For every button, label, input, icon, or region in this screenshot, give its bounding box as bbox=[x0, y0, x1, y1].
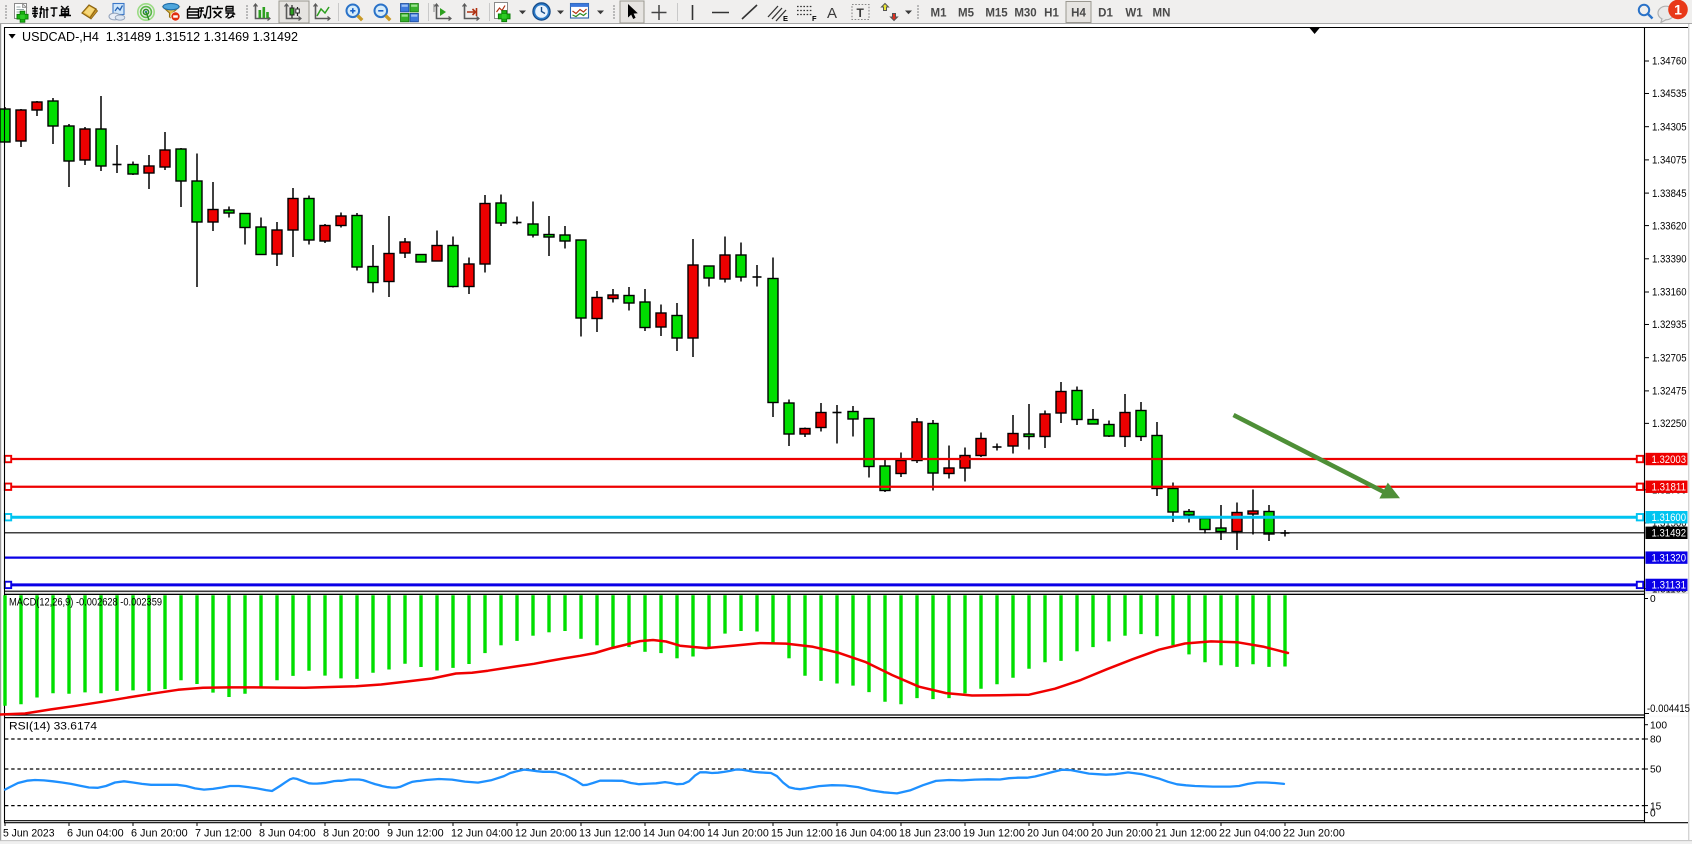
svg-text:7 Jun 12:00: 7 Jun 12:00 bbox=[195, 827, 252, 839]
svg-text:18 Jun 23:00: 18 Jun 23:00 bbox=[899, 827, 961, 839]
svg-text:50: 50 bbox=[1650, 765, 1662, 776]
svg-text:5 Jun 2023: 5 Jun 2023 bbox=[3, 827, 55, 839]
svg-text:0: 0 bbox=[1650, 594, 1656, 605]
svg-text:E: E bbox=[783, 14, 788, 23]
svg-text:USDCAD-,H4 1.31489 1.31512 1.: USDCAD-,H4 1.31489 1.31512 1.31469 1.314… bbox=[22, 30, 298, 44]
svg-text:16 Jun 04:00: 16 Jun 04:00 bbox=[835, 827, 897, 839]
svg-text:M30: M30 bbox=[1014, 8, 1036, 20]
svg-text:1.34535: 1.34535 bbox=[1652, 88, 1687, 100]
svg-text:80: 80 bbox=[1650, 735, 1662, 746]
svg-text:A: A bbox=[827, 5, 837, 22]
svg-text:-0.004415: -0.004415 bbox=[1647, 703, 1690, 715]
svg-text:1.34305: 1.34305 bbox=[1652, 121, 1687, 133]
svg-text:1.34760: 1.34760 bbox=[1652, 56, 1687, 68]
svg-text:1.33620: 1.33620 bbox=[1652, 220, 1687, 232]
svg-text:21 Jun 12:00: 21 Jun 12:00 bbox=[1155, 827, 1217, 839]
svg-text:8 Jun 20:00: 8 Jun 20:00 bbox=[323, 827, 380, 839]
svg-text:20 Jun 20:00: 20 Jun 20:00 bbox=[1091, 827, 1153, 839]
svg-text:RSI(14) 33.6174: RSI(14) 33.6174 bbox=[9, 721, 97, 733]
svg-text:1.31811: 1.31811 bbox=[1652, 482, 1687, 494]
svg-text:W1: W1 bbox=[1125, 8, 1143, 20]
svg-text:20 Jun 04:00: 20 Jun 04:00 bbox=[1027, 827, 1089, 839]
svg-text:D1: D1 bbox=[1098, 8, 1113, 20]
svg-text:1.31600: 1.31600 bbox=[1652, 512, 1687, 524]
svg-text:H1: H1 bbox=[1044, 8, 1059, 20]
svg-text:22 Jun 04:00: 22 Jun 04:00 bbox=[1219, 827, 1281, 839]
svg-text:12 Jun 20:00: 12 Jun 20:00 bbox=[515, 827, 577, 839]
svg-text:1.33845: 1.33845 bbox=[1652, 188, 1687, 200]
svg-text:1.31492: 1.31492 bbox=[1652, 528, 1687, 540]
svg-text:1.32250: 1.32250 bbox=[1652, 418, 1687, 430]
svg-text:8 Jun 04:00: 8 Jun 04:00 bbox=[259, 827, 316, 839]
svg-text:H4: H4 bbox=[1071, 8, 1086, 20]
svg-text:1.31131: 1.31131 bbox=[1652, 580, 1687, 592]
svg-text:1: 1 bbox=[1674, 2, 1682, 18]
svg-text:15: 15 bbox=[1650, 801, 1662, 812]
svg-text:1.32475: 1.32475 bbox=[1652, 386, 1687, 398]
svg-text:F: F bbox=[812, 14, 817, 23]
svg-text:1.31320: 1.31320 bbox=[1652, 552, 1687, 564]
svg-text:100: 100 bbox=[1650, 720, 1667, 731]
svg-text:MACD(12,26,9) -0.002628 -0.002: MACD(12,26,9) -0.002628 -0.002359 bbox=[9, 597, 162, 609]
svg-text:15 Jun 12:00: 15 Jun 12:00 bbox=[771, 827, 833, 839]
svg-text:1.32705: 1.32705 bbox=[1652, 352, 1687, 364]
svg-text:6 Jun 04:00: 6 Jun 04:00 bbox=[67, 827, 124, 839]
svg-text:M15: M15 bbox=[985, 8, 1008, 20]
svg-text:1.32935: 1.32935 bbox=[1652, 319, 1687, 331]
svg-text:13 Jun 12:00: 13 Jun 12:00 bbox=[579, 827, 641, 839]
svg-text:22 Jun 20:00: 22 Jun 20:00 bbox=[1283, 827, 1345, 839]
svg-text:1.33390: 1.33390 bbox=[1652, 253, 1687, 265]
svg-text:14 Jun 20:00: 14 Jun 20:00 bbox=[707, 827, 769, 839]
svg-text:14 Jun 04:00: 14 Jun 04:00 bbox=[643, 827, 705, 839]
svg-text:MN: MN bbox=[1153, 8, 1171, 20]
svg-text:1.33160: 1.33160 bbox=[1652, 287, 1687, 299]
svg-text:1.34075: 1.34075 bbox=[1652, 155, 1687, 167]
svg-text:1.32003: 1.32003 bbox=[1652, 454, 1687, 466]
svg-text:6 Jun 20:00: 6 Jun 20:00 bbox=[131, 827, 188, 839]
svg-text:M5: M5 bbox=[958, 8, 975, 20]
svg-text:19 Jun 12:00: 19 Jun 12:00 bbox=[963, 827, 1025, 839]
svg-text:9 Jun 12:00: 9 Jun 12:00 bbox=[387, 827, 444, 839]
svg-text:0: 0 bbox=[1650, 808, 1656, 819]
svg-text:T: T bbox=[857, 6, 865, 20]
svg-text:M1: M1 bbox=[931, 8, 948, 20]
svg-text:12 Jun 04:00: 12 Jun 04:00 bbox=[451, 827, 513, 839]
